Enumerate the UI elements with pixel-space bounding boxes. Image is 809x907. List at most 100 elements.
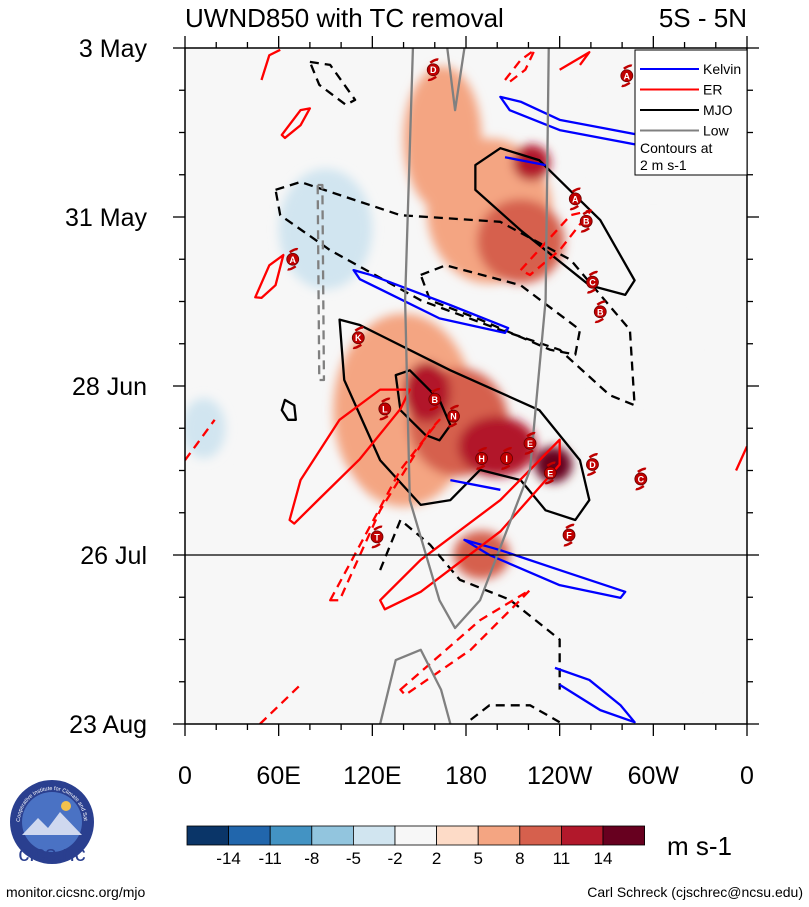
mjo-contour [280, 398, 297, 421]
er-contour [259, 683, 302, 724]
svg-text:N: N [450, 412, 457, 422]
svg-text:D: D [430, 65, 437, 75]
colorbar-swatch [436, 825, 479, 846]
er-contour [519, 209, 593, 277]
kelvin-contour [554, 666, 636, 724]
low-contour [316, 183, 326, 382]
x-tick-label: 180 [445, 762, 487, 790]
colorbar-swatch [519, 825, 562, 846]
legend-label: Kelvin [703, 61, 741, 77]
tc-marker: A [568, 187, 582, 211]
tc-marker: E [543, 461, 557, 485]
tc-marker: K [351, 326, 365, 350]
er-contour [288, 388, 411, 525]
legend: Kelvin ER MJO Low Contours at 2 m s-1 [634, 49, 748, 176]
er-contour [280, 107, 312, 140]
er-contour [503, 48, 536, 83]
tc-marker: A [286, 247, 300, 271]
logo-text: cics.nc [18, 841, 85, 866]
mjo-contour [394, 369, 452, 442]
svg-text:T: T [374, 532, 380, 542]
legend-note: Contours at [640, 140, 712, 156]
axis-ticks [173, 36, 759, 736]
tc-marker: D [426, 58, 440, 82]
tc-marker: L [378, 397, 392, 421]
tc-marker: D [586, 453, 599, 476]
x-tick-label: 120E [343, 762, 401, 790]
colorbar-label: 5 [473, 849, 482, 868]
colorbar-label: -2 [387, 849, 402, 868]
mjo-contour [308, 60, 357, 106]
tc-marker: B [428, 387, 442, 411]
tropical-cyclones: A D A A B C B K L B N E H I E D C F T [286, 58, 648, 549]
x-tick-label: 60E [256, 762, 300, 790]
colorbar-label: 11 [553, 849, 571, 868]
svg-text:K: K [355, 333, 362, 343]
colorbar-swatch [186, 825, 229, 846]
region-label: 5S - 5N [659, 3, 747, 33]
mjo-contour [379, 518, 561, 690]
low-contour [403, 48, 550, 630]
mjo-contour [338, 318, 591, 522]
er-contour [185, 419, 216, 461]
y-tick-label: 23 Aug [69, 711, 147, 739]
svg-text:I: I [505, 454, 508, 464]
wave-contours [185, 48, 747, 724]
kelvin-contour [463, 538, 627, 600]
tc-marker: C [634, 467, 648, 491]
tc-marker: F [562, 523, 576, 547]
chart-title: UWND850 with TC removal [185, 3, 504, 33]
tc-marker: B [579, 209, 593, 233]
x-tick-label: 120W [527, 762, 593, 790]
tc-marker: H [475, 446, 489, 470]
colorbar-units: m s-1 [667, 831, 732, 861]
tc-marker: B [593, 300, 607, 324]
er-contour [735, 445, 747, 471]
y-tick-label: 3 May [79, 35, 148, 63]
colorbar-swatch [394, 825, 437, 846]
y-tick-label: 31 May [65, 204, 147, 232]
svg-text:Cooperative Institute for Clim: Cooperative Institute for Climate and Sa… [0, 0, 88, 822]
colorbar-swatch [228, 825, 271, 846]
svg-text:C: C [589, 278, 596, 288]
anomaly-blob [476, 198, 565, 284]
colorbar-label: -8 [304, 849, 319, 868]
low-contour [446, 48, 466, 112]
legend-label: Low [703, 123, 730, 139]
svg-text:A: A [572, 194, 579, 204]
footer-credit: Carl Schreck (cjschrec@ncsu.edu) [587, 884, 803, 900]
svg-text:A: A [624, 71, 631, 81]
er-contour [254, 253, 285, 300]
anomaly-blob [598, 603, 708, 700]
colorbar-swatch [352, 825, 396, 846]
colorbar-label: -11 [259, 849, 282, 868]
y-tick-label: 28 Jun [72, 373, 147, 401]
tc-marker: I [500, 446, 513, 470]
colorbar-label: -5 [346, 849, 361, 868]
tc-marker: N [447, 404, 460, 428]
kelvin-contour [450, 479, 501, 491]
legend-label: ER [703, 82, 722, 98]
anomaly-blob [185, 398, 226, 459]
legend-label: MJO [703, 102, 733, 118]
x-tick-label: 0 [178, 762, 192, 790]
tc-marker: A [620, 64, 634, 88]
colorbar-label: 8 [515, 849, 524, 868]
kelvin-contour [352, 268, 510, 335]
colorbar-swatch [602, 825, 645, 846]
mjo-contour [474, 147, 636, 297]
colorbar-label: 14 [594, 849, 613, 868]
er-contour [260, 48, 281, 81]
colorbar-swatch [269, 825, 313, 846]
anomaly-blob [583, 301, 693, 399]
svg-text:F: F [566, 531, 572, 541]
er-contour [329, 418, 441, 602]
er-contour [399, 588, 532, 697]
svg-text:A: A [289, 255, 296, 265]
footer-link[interactable]: monitor.cicsnc.org/mjo [6, 884, 145, 900]
mjo-contour [419, 264, 582, 356]
mjo-contour [469, 704, 561, 724]
er-contour [559, 51, 591, 71]
svg-text:E: E [527, 439, 533, 449]
